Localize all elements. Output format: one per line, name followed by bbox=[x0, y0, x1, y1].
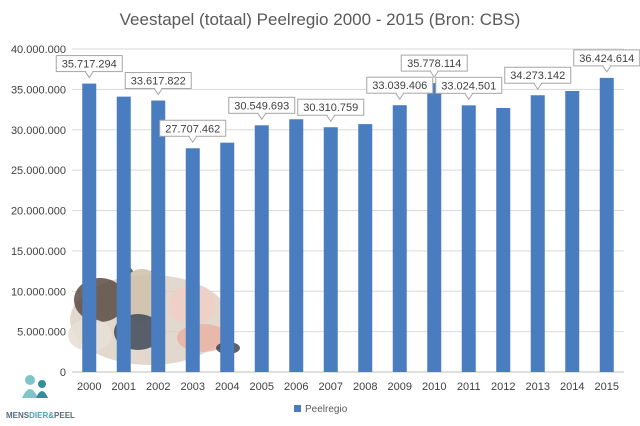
y-tick-label: 30.000.000 bbox=[11, 125, 66, 137]
logo: MENSDIER&PEEL bbox=[6, 375, 75, 420]
y-tick-label: 25.000.000 bbox=[11, 165, 66, 177]
x-tick-label: 2006 bbox=[284, 381, 308, 393]
y-tick-label: 40.000.000 bbox=[11, 44, 66, 56]
chart-title: Veestapel (totaal) Peelregio 2000 - 2015… bbox=[120, 10, 521, 29]
y-axis-ticks: 0 5.000.000 10.000.000 15.000.000 20.000.000… bbox=[11, 44, 66, 379]
bar-2001 bbox=[116, 96, 131, 372]
y-tick-label: 35.000.000 bbox=[11, 84, 66, 96]
svg-text:MENSDIER&PEEL: MENSDIER&PEEL bbox=[6, 411, 75, 420]
x-tick-label: 2014 bbox=[560, 381, 584, 393]
data-labels: 35.717.294 33.617.822 27.707.462 30.549.693… bbox=[55, 49, 640, 144]
logo-text-peel: PEEL bbox=[54, 411, 75, 420]
svg-text:35.717.294: 35.717.294 bbox=[62, 59, 117, 71]
legend-swatch bbox=[294, 405, 301, 412]
logo-text-dier: DIER bbox=[29, 411, 48, 420]
data-label-2009: 33.039.406 bbox=[366, 76, 434, 101]
x-tick-label: 2003 bbox=[181, 381, 205, 393]
svg-text:30.549.693: 30.549.693 bbox=[234, 100, 289, 112]
legend: Peelregio bbox=[294, 404, 348, 415]
legend-label: Peelregio bbox=[305, 404, 348, 415]
bar-2015 bbox=[599, 77, 614, 372]
x-tick-label: 2002 bbox=[146, 381, 170, 393]
data-label-2002: 33.617.822 bbox=[124, 72, 192, 96]
bar-2005 bbox=[254, 125, 269, 373]
svg-text:33.039.406: 33.039.406 bbox=[372, 80, 427, 92]
bar-2012 bbox=[496, 107, 511, 372]
y-tick-label: 10.000.000 bbox=[11, 286, 66, 298]
x-tick-label: 2008 bbox=[353, 381, 377, 393]
data-label-2010: 35.778.114 bbox=[400, 54, 468, 78]
x-tick-label: 2015 bbox=[595, 381, 619, 393]
bar-2003 bbox=[185, 148, 200, 372]
bar-series-peelregio bbox=[82, 77, 614, 373]
svg-text:33.024.501: 33.024.501 bbox=[441, 80, 496, 92]
data-label-2013: 34.273.142 bbox=[504, 66, 572, 91]
bar-2002 bbox=[151, 100, 166, 373]
x-tick-label: 2013 bbox=[526, 381, 550, 393]
y-tick-label: 5.000.000 bbox=[17, 327, 66, 339]
x-tick-label: 2011 bbox=[457, 381, 481, 393]
data-label-2007: 30.310.759 bbox=[297, 98, 365, 123]
bar-2000 bbox=[82, 83, 97, 372]
bar-2011 bbox=[461, 105, 476, 373]
svg-text:36.424.614: 36.424.614 bbox=[579, 53, 634, 65]
people-icon bbox=[22, 375, 48, 398]
bar-2007 bbox=[323, 127, 338, 372]
x-tick-label: 2007 bbox=[319, 381, 343, 393]
logo-text-mens: MENS bbox=[6, 411, 30, 420]
data-label-2000: 35.717.294 bbox=[55, 55, 123, 79]
x-tick-label: 2001 bbox=[112, 381, 136, 393]
x-axis-ticks: 2000 2001 2002 2003 2004 2005 2006 2007 2008 2009… bbox=[77, 381, 619, 393]
bar-2008 bbox=[358, 124, 373, 372]
x-tick-label: 2009 bbox=[388, 381, 412, 393]
logo-text-and: & bbox=[48, 411, 54, 420]
x-tick-label: 2000 bbox=[77, 381, 101, 393]
x-tick-label: 2005 bbox=[250, 381, 274, 393]
svg-text:27.707.462: 27.707.462 bbox=[165, 123, 220, 135]
x-tick-label: 2010 bbox=[422, 381, 446, 393]
data-label-2015: 36.424.614 bbox=[573, 49, 640, 73]
y-tick-label: 15.000.000 bbox=[11, 246, 66, 258]
bar-2009 bbox=[392, 105, 407, 373]
bar-2004 bbox=[220, 142, 235, 372]
bar-2010 bbox=[427, 83, 442, 372]
svg-text:30.310.759: 30.310.759 bbox=[303, 102, 358, 114]
y-tick-label: 0 bbox=[60, 367, 66, 379]
data-label-2011: 33.024.501 bbox=[435, 76, 503, 101]
svg-text:34.273.142: 34.273.142 bbox=[510, 70, 565, 82]
y-tick-label: 20.000.000 bbox=[11, 206, 66, 218]
bar-2014 bbox=[565, 90, 580, 373]
data-label-2005: 30.549.693 bbox=[228, 96, 296, 121]
data-label-2003: 27.707.462 bbox=[159, 119, 227, 144]
bar-2006 bbox=[289, 119, 304, 372]
x-tick-label: 2004 bbox=[215, 381, 239, 393]
svg-text:33.617.822: 33.617.822 bbox=[131, 76, 186, 88]
bar-2013 bbox=[530, 95, 545, 372]
svg-text:35.778.114: 35.778.114 bbox=[407, 58, 461, 70]
x-tick-label: 2012 bbox=[491, 381, 515, 393]
